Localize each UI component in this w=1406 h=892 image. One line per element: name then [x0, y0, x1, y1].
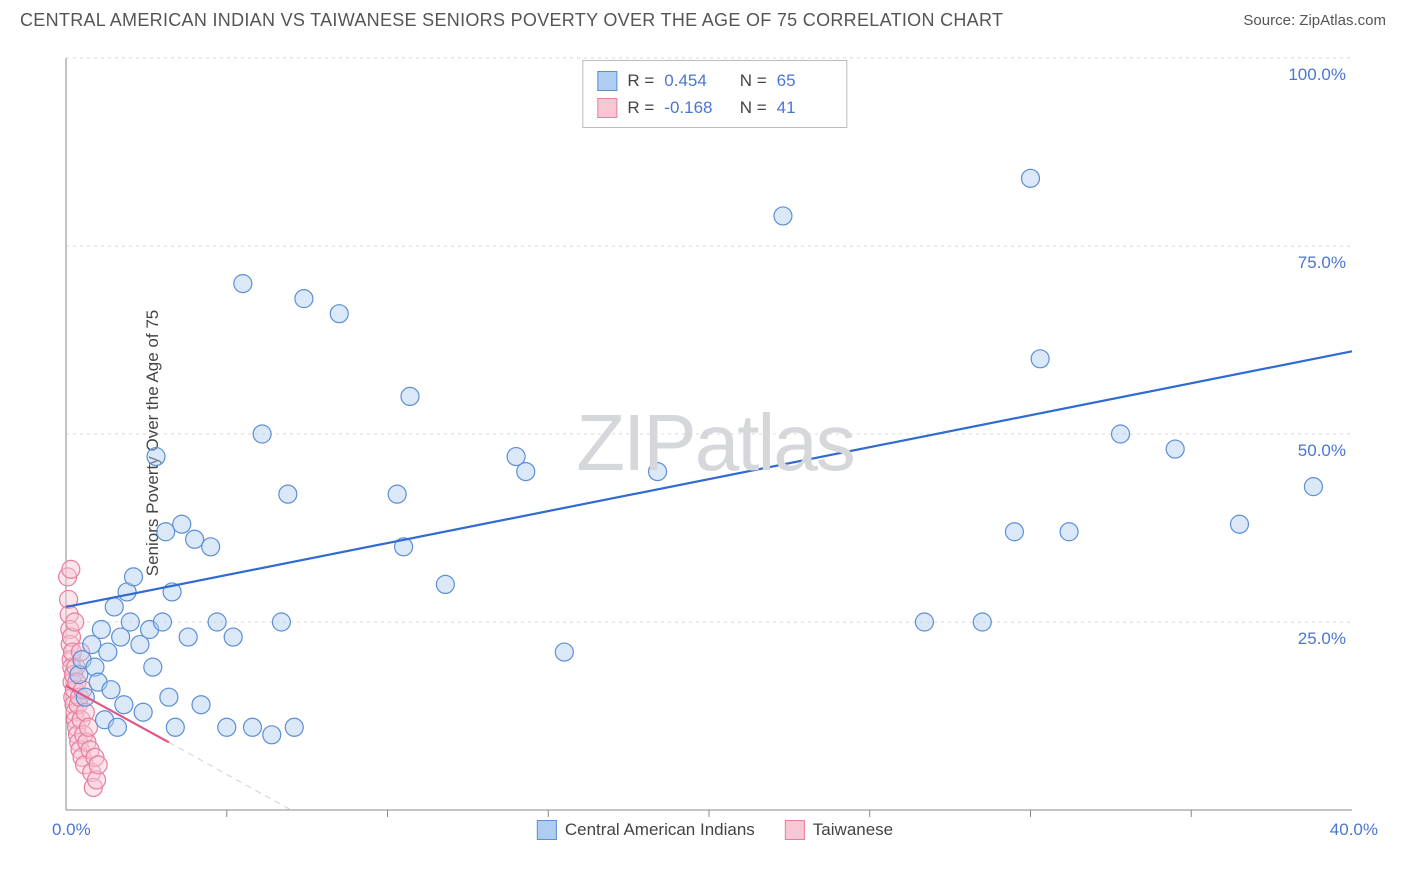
stat-r-value: 0.454	[664, 67, 720, 94]
scatter-point	[179, 628, 197, 646]
scatter-point	[62, 560, 80, 578]
scatter-point	[436, 575, 454, 593]
scatter-point	[234, 275, 252, 293]
stat-n-label: N =	[730, 94, 766, 121]
stat-n-value: 41	[777, 94, 833, 121]
scatter-point	[147, 448, 165, 466]
scatter-point	[186, 530, 204, 548]
scatter-point	[80, 718, 98, 736]
legend-item: Taiwanese	[785, 820, 893, 840]
series-legend: Central American Indians Taiwanese	[537, 820, 893, 840]
scatter-point	[649, 463, 667, 481]
scatter-point	[1166, 440, 1184, 458]
scatter-point	[92, 621, 110, 639]
scatter-point	[89, 756, 107, 774]
trend-line	[66, 351, 1352, 607]
x-tick-max: 40.0%	[1330, 820, 1378, 840]
series-swatch	[597, 98, 617, 118]
source-attribution: Source: ZipAtlas.com	[1243, 12, 1386, 29]
scatter-point	[115, 696, 133, 714]
legend-label: Taiwanese	[813, 820, 893, 840]
legend-swatch	[537, 820, 557, 840]
scatter-point	[192, 696, 210, 714]
scatter-point	[272, 613, 290, 631]
series-swatch	[597, 71, 617, 91]
trend-extrapolation	[169, 742, 291, 810]
scatter-point	[774, 207, 792, 225]
stats-row: R = 0.454 N = 65	[597, 67, 832, 94]
scatter-point	[1005, 523, 1023, 541]
scatter-point	[973, 613, 991, 631]
scatter-point	[108, 718, 126, 736]
scatter-point	[517, 463, 535, 481]
svg-text:75.0%: 75.0%	[1298, 253, 1346, 272]
svg-text:100.0%: 100.0%	[1288, 65, 1346, 84]
source-link[interactable]: ZipAtlas.com	[1299, 12, 1386, 29]
scatter-point	[125, 568, 143, 586]
scatter-point	[263, 726, 281, 744]
scatter-point	[1230, 515, 1248, 533]
scatter-point	[121, 613, 139, 631]
scatter-point	[134, 703, 152, 721]
svg-text:25.0%: 25.0%	[1298, 629, 1346, 648]
scatter-point	[1112, 425, 1130, 443]
scatter-point	[1060, 523, 1078, 541]
scatter-point	[1022, 169, 1040, 187]
x-tick-min: 0.0%	[52, 820, 91, 840]
scatter-point	[202, 538, 220, 556]
stat-r-value: -0.168	[664, 94, 720, 121]
scatter-point	[1031, 350, 1049, 368]
scatter-point	[66, 613, 84, 631]
scatter-point	[153, 613, 171, 631]
scatter-point	[388, 485, 406, 503]
stat-n-label: N =	[730, 67, 766, 94]
scatter-point	[243, 718, 261, 736]
scatter-point	[99, 643, 117, 661]
stat-r-label: R =	[627, 67, 654, 94]
scatter-plot: 25.0% 50.0% 75.0% 100.0%	[50, 48, 1380, 838]
scatter-point	[157, 523, 175, 541]
scatter-point	[218, 718, 236, 736]
svg-text:50.0%: 50.0%	[1298, 441, 1346, 460]
legend-swatch	[785, 820, 805, 840]
stat-n-value: 65	[777, 67, 833, 94]
scatter-point	[208, 613, 226, 631]
scatter-point	[915, 613, 933, 631]
scatter-point	[224, 628, 242, 646]
scatter-point	[160, 688, 178, 706]
scatter-point	[102, 681, 120, 699]
chart-area: Seniors Poverty Over the Age of 75 25.0%…	[50, 48, 1380, 838]
scatter-point	[555, 643, 573, 661]
scatter-point	[401, 387, 419, 405]
stats-legend-box: R = 0.454 N = 65R = -0.168 N = 41	[582, 60, 847, 128]
legend-label: Central American Indians	[565, 820, 755, 840]
source-prefix: Source:	[1243, 12, 1299, 29]
scatter-point	[285, 718, 303, 736]
stats-row: R = -0.168 N = 41	[597, 94, 832, 121]
scatter-point	[253, 425, 271, 443]
scatter-point	[144, 658, 162, 676]
scatter-point	[1304, 478, 1322, 496]
scatter-point	[330, 305, 348, 323]
scatter-point	[166, 718, 184, 736]
scatter-point	[173, 515, 191, 533]
stat-r-label: R =	[627, 94, 654, 121]
legend-item: Central American Indians	[537, 820, 755, 840]
chart-title: CENTRAL AMERICAN INDIAN VS TAIWANESE SEN…	[20, 10, 1003, 31]
scatter-point	[279, 485, 297, 503]
scatter-point	[295, 290, 313, 308]
scatter-point	[105, 598, 123, 616]
